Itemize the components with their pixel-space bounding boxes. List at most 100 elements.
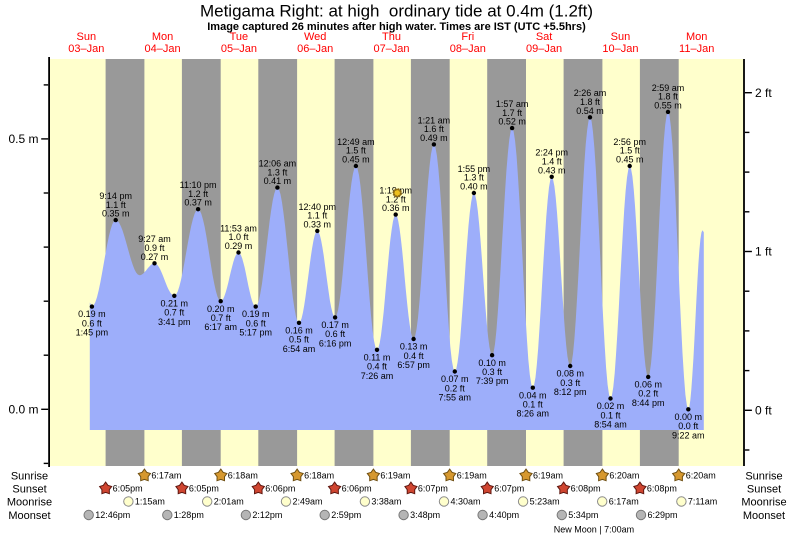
- svg-text:2:12pm: 2:12pm: [252, 510, 282, 520]
- svg-text:0.0 m: 0.0 m: [8, 403, 38, 417]
- svg-text:5:23am: 5:23am: [530, 497, 560, 507]
- svg-text:6:08pm: 6:08pm: [647, 484, 677, 494]
- svg-text:0.5 ft: 0.5 ft: [289, 335, 310, 345]
- svg-text:0.43 m: 0.43 m: [538, 165, 566, 175]
- svg-text:6:05pm: 6:05pm: [113, 484, 143, 494]
- svg-text:6:16 pm: 6:16 pm: [319, 338, 352, 348]
- svg-text:0.3 ft: 0.3 ft: [560, 378, 581, 388]
- svg-text:Sat: Sat: [536, 31, 553, 43]
- svg-text:9:27 am: 9:27 am: [138, 234, 171, 244]
- svg-text:0.2 ft: 0.2 ft: [638, 389, 659, 399]
- svg-text:1:21 am: 1:21 am: [418, 115, 451, 125]
- svg-text:6:07pm: 6:07pm: [494, 484, 524, 494]
- svg-text:0.6 ft: 0.6 ft: [82, 318, 103, 328]
- svg-text:Moonrise: Moonrise: [7, 496, 52, 508]
- svg-text:12:49 am: 12:49 am: [337, 137, 375, 147]
- svg-text:0.00 m: 0.00 m: [675, 412, 703, 422]
- svg-text:1.6 ft: 1.6 ft: [424, 124, 445, 134]
- svg-text:6:57 pm: 6:57 pm: [397, 360, 430, 370]
- svg-text:0.5 m: 0.5 m: [8, 132, 38, 146]
- svg-text:0.40 m: 0.40 m: [460, 182, 488, 192]
- svg-text:09–Jan: 09–Jan: [526, 43, 562, 55]
- svg-text:3:38am: 3:38am: [371, 497, 401, 507]
- svg-text:8:44 pm: 8:44 pm: [632, 398, 665, 408]
- svg-text:1.1 ft: 1.1 ft: [106, 200, 127, 210]
- svg-text:0.1 ft: 0.1 ft: [523, 400, 544, 410]
- svg-text:0.49 m: 0.49 m: [420, 133, 448, 143]
- svg-text:8:12 pm: 8:12 pm: [554, 387, 587, 397]
- svg-text:3:41 pm: 3:41 pm: [158, 317, 191, 327]
- svg-text:0.33 m: 0.33 m: [304, 219, 332, 229]
- svg-text:Moonset: Moonset: [8, 510, 50, 522]
- svg-text:04–Jan: 04–Jan: [145, 43, 181, 55]
- svg-text:0.4 ft: 0.4 ft: [404, 351, 425, 361]
- svg-text:2:59 am: 2:59 am: [652, 83, 685, 93]
- svg-text:1.0 ft: 1.0 ft: [228, 232, 249, 242]
- svg-text:0.45 m: 0.45 m: [342, 155, 370, 165]
- svg-text:1 ft: 1 ft: [755, 245, 772, 259]
- svg-text:0.1 ft: 0.1 ft: [600, 410, 621, 420]
- svg-text:6:17 am: 6:17 am: [204, 322, 237, 332]
- svg-text:0.27 m: 0.27 m: [141, 252, 169, 262]
- svg-text:1.3 ft: 1.3 ft: [267, 167, 288, 177]
- svg-text:0.11 m: 0.11 m: [364, 352, 391, 362]
- svg-text:0.2 ft: 0.2 ft: [445, 383, 466, 393]
- svg-text:9:22 am: 9:22 am: [672, 430, 705, 440]
- svg-text:6:19am: 6:19am: [533, 471, 563, 481]
- svg-text:0.17 m: 0.17 m: [321, 320, 349, 330]
- svg-text:Fri: Fri: [461, 31, 474, 43]
- svg-text:Wed: Wed: [304, 31, 326, 43]
- svg-text:1:28pm: 1:28pm: [174, 510, 204, 520]
- svg-text:0 ft: 0 ft: [755, 404, 772, 418]
- svg-text:Metigama Right: at high ordin: Metigama Right: at high ordinary tide at…: [200, 2, 593, 21]
- svg-text:0.45 m: 0.45 m: [616, 155, 644, 165]
- svg-text:0.19 m: 0.19 m: [78, 309, 106, 319]
- svg-text:Tue: Tue: [230, 31, 249, 43]
- svg-text:0.55 m: 0.55 m: [654, 100, 682, 110]
- svg-text:1.5 ft: 1.5 ft: [346, 146, 367, 156]
- svg-text:Mon: Mon: [152, 31, 173, 43]
- svg-text:1.5 ft: 1.5 ft: [620, 146, 641, 156]
- svg-text:6:18am: 6:18am: [228, 471, 258, 481]
- svg-text:03–Jan: 03–Jan: [68, 43, 104, 55]
- svg-text:Sunrise: Sunrise: [11, 470, 48, 482]
- svg-text:1:55 pm: 1:55 pm: [458, 164, 491, 174]
- svg-text:1.7 ft: 1.7 ft: [502, 108, 523, 118]
- svg-text:11–Jan: 11–Jan: [679, 43, 714, 55]
- svg-text:0.0 ft: 0.0 ft: [678, 421, 699, 431]
- svg-text:Sunset: Sunset: [747, 483, 781, 495]
- svg-text:Mon: Mon: [686, 31, 707, 43]
- svg-text:0.04 m: 0.04 m: [519, 390, 547, 400]
- svg-text:Image captured 26 minutes afte: Image captured 26 minutes after high wat…: [207, 21, 586, 33]
- svg-text:6:19am: 6:19am: [380, 471, 410, 481]
- svg-text:0.36 m: 0.36 m: [382, 203, 410, 213]
- svg-text:Sunset: Sunset: [12, 483, 46, 495]
- svg-text:11:10 pm: 11:10 pm: [180, 180, 217, 190]
- svg-text:6:54 am: 6:54 am: [283, 344, 316, 354]
- svg-text:1.8 ft: 1.8 ft: [580, 97, 601, 107]
- svg-text:0.29 m: 0.29 m: [225, 241, 253, 251]
- svg-text:0.41 m: 0.41 m: [264, 176, 292, 186]
- svg-text:5:34pm: 5:34pm: [568, 510, 598, 520]
- svg-text:07–Jan: 07–Jan: [373, 43, 409, 55]
- svg-text:12:40 pm: 12:40 pm: [299, 202, 337, 212]
- svg-text:08–Jan: 08–Jan: [450, 43, 486, 55]
- svg-text:1.2 ft: 1.2 ft: [386, 194, 407, 204]
- svg-text:Thu: Thu: [382, 31, 401, 43]
- svg-text:05–Jan: 05–Jan: [221, 43, 257, 55]
- svg-text:6:06pm: 6:06pm: [265, 484, 295, 494]
- svg-text:Sun: Sun: [77, 31, 97, 43]
- svg-text:0.3 ft: 0.3 ft: [482, 367, 503, 377]
- svg-text:1:45 pm: 1:45 pm: [76, 328, 109, 338]
- svg-text:2:59pm: 2:59pm: [331, 510, 361, 520]
- svg-text:6:08pm: 6:08pm: [571, 484, 601, 494]
- svg-text:0.54 m: 0.54 m: [576, 106, 604, 116]
- svg-text:6:20am: 6:20am: [609, 471, 639, 481]
- svg-text:Moonset: Moonset: [743, 510, 785, 522]
- svg-text:0.10 m: 0.10 m: [478, 358, 506, 368]
- svg-text:6:17am: 6:17am: [609, 497, 639, 507]
- svg-text:0.19 m: 0.19 m: [242, 309, 270, 319]
- svg-text:7:39 pm: 7:39 pm: [476, 376, 509, 386]
- svg-text:6:19am: 6:19am: [457, 471, 487, 481]
- svg-text:0.21 m: 0.21 m: [161, 298, 189, 308]
